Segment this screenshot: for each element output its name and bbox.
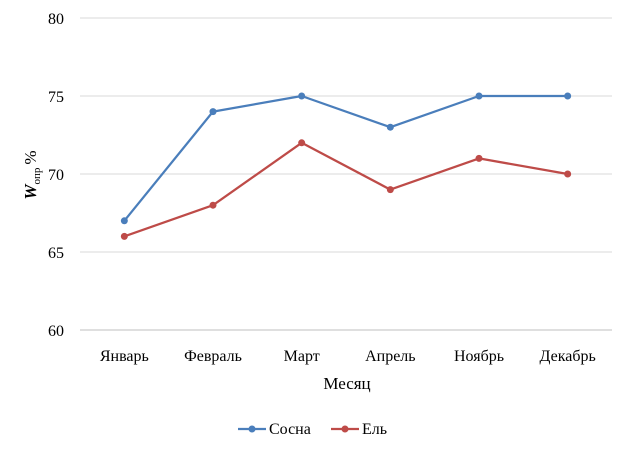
series-1-point-5 [475,92,483,100]
series-2-line [123,141,568,238]
y-axis-ticks: 60 65 70 75 80 [48,11,64,340]
series-1-point-4 [386,123,394,131]
series-1-point-6 [564,92,572,100]
y-tick-label-75: 75 [48,89,64,106]
legend-marker-2 [341,425,349,433]
gridlines [80,17,612,253]
x-tick-label-4: Апрель [365,348,416,365]
x-axis-title: Месяц [323,374,370,393]
y-tick-label-65: 65 [48,245,64,262]
series-2-point-1 [120,232,128,240]
series-2-point-5 [475,154,483,162]
x-tick-label-5: Ноябрь [454,348,504,365]
x-tick-label-3: Март [284,348,320,365]
series-1-point-1 [120,217,128,225]
y-tick-label-60: 60 [48,323,64,340]
x-tick-label-2: Февраль [184,348,242,365]
series-1-line [123,94,568,222]
y-axis-title-main: W [21,183,40,200]
x-axis-ticks: Январь Февраль Март Апрель Ноябрь Декабрь [100,348,596,365]
legend-label-1: Сосна [269,421,311,438]
legend-label-2: Ель [362,421,387,438]
series-1-point-2 [209,108,217,116]
y-tick-label-80: 80 [48,11,64,28]
series-2-point-2 [209,201,217,209]
series-2-point-3 [298,139,306,147]
legend: Сосна Ель [238,421,387,438]
series-2-point-4 [386,186,394,194]
series-2-point-6 [564,170,572,178]
y-axis-title-sub: опр [31,167,43,184]
x-tick-label-1: Январь [100,348,149,365]
legend-marker-1 [248,425,256,433]
y-tick-label-70: 70 [48,167,64,184]
series-1-point-3 [298,92,306,100]
y-axis-title-unit: % [21,150,40,164]
x-tick-label-6: Декабрь [540,348,596,365]
series-group [120,92,572,240]
y-axis-title: Wопр% [21,150,43,199]
